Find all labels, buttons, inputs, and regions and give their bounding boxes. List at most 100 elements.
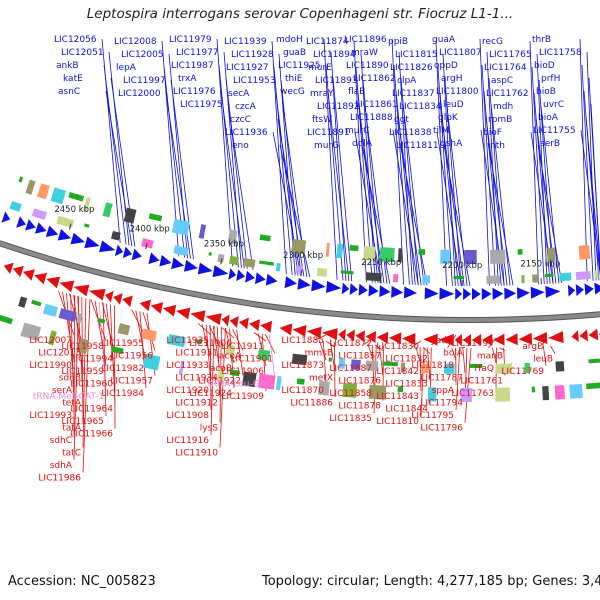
forward-gene-arrow bbox=[114, 244, 124, 257]
feature-block bbox=[316, 267, 328, 277]
reverse-label-line bbox=[542, 346, 547, 367]
forward-gene-arrow bbox=[358, 283, 368, 296]
reverse-gene-label: sppA bbox=[432, 386, 455, 396]
reverse-gene-label: LIC11796 bbox=[420, 424, 463, 434]
reverse-gene-arrow bbox=[12, 265, 24, 278]
feature-block bbox=[392, 273, 399, 283]
forward-gene-label: leuD bbox=[443, 100, 464, 110]
forward-gene-label: LIC11800 bbox=[436, 87, 479, 97]
reverse-label-line bbox=[139, 311, 147, 389]
reverse-gene-label: LIC11958 bbox=[61, 342, 104, 352]
forward-label-line bbox=[360, 53, 376, 283]
forward-label-line bbox=[330, 51, 347, 281]
reverse-gene-label: LIC11908 bbox=[166, 411, 209, 421]
reverse-gene-arrow bbox=[482, 333, 493, 346]
reverse-label-line bbox=[197, 322, 212, 336]
reverse-gene-arrow bbox=[376, 331, 389, 344]
reverse-label-line bbox=[492, 347, 497, 364]
forward-gene-label: LIC12008 bbox=[114, 37, 157, 47]
reverse-label-line bbox=[378, 345, 384, 376]
reverse-label-line bbox=[101, 302, 116, 354]
reverse-gene-label: leuB bbox=[533, 355, 553, 365]
feature-block bbox=[148, 213, 163, 222]
reverse-label-line bbox=[113, 305, 116, 429]
reverse-gene-label: LIC11916 bbox=[166, 436, 209, 446]
forward-gene-label: LIC11765 bbox=[489, 50, 532, 60]
feature-block bbox=[217, 253, 225, 263]
reverse-gene-arrow bbox=[73, 284, 90, 297]
forward-gene-arrow bbox=[584, 283, 594, 296]
feature-block bbox=[495, 363, 513, 374]
forward-gene-arrow bbox=[471, 287, 481, 300]
reverse-label-line bbox=[216, 326, 221, 398]
feature-block bbox=[275, 375, 282, 391]
forward-label-line bbox=[531, 66, 545, 285]
forward-label-line bbox=[580, 129, 600, 277]
forward-gene-arrow bbox=[311, 279, 326, 292]
reverse-gene-label: LIC11886 bbox=[290, 399, 333, 409]
forward-label-line bbox=[446, 105, 468, 287]
reverse-gene-arrow bbox=[176, 307, 191, 320]
forward-label-line bbox=[436, 131, 462, 287]
forward-gene-label: LIC11807 bbox=[439, 48, 482, 58]
forward-gene-arrow bbox=[516, 287, 530, 300]
reverse-label-line bbox=[201, 323, 212, 361]
forward-gene-label: bioD bbox=[534, 61, 555, 71]
reverse-gene-label: LIC11955 bbox=[101, 339, 144, 349]
feature-block bbox=[521, 274, 525, 284]
reverse-gene-arrow bbox=[190, 310, 206, 323]
forward-gene-arrow bbox=[212, 265, 229, 278]
reverse-gene-arrow bbox=[423, 333, 438, 346]
reverse-label-line bbox=[464, 347, 472, 423]
forward-label-line bbox=[490, 103, 511, 286]
forward-gene-arrow bbox=[575, 284, 584, 297]
reverse-gene-label: LIC11843 bbox=[376, 392, 419, 402]
reverse-label-line bbox=[73, 294, 84, 373]
reverse-gene-label: LIC11870 bbox=[281, 386, 324, 396]
forward-label-line bbox=[354, 131, 382, 284]
reverse-gene-arrow bbox=[505, 333, 518, 346]
forward-gene-label: oppD bbox=[434, 61, 458, 71]
reverse-gene-label: LIC12013 bbox=[38, 349, 81, 359]
reverse-label-line bbox=[219, 328, 226, 448]
kbp-tick-labels: 2450 kbp 2400 kbp 2350 kbp 2300 kbp 2250 kbp… bbox=[54, 205, 560, 286]
feature-block bbox=[123, 207, 137, 224]
forward-gene-label: LIC11834 bbox=[399, 102, 442, 112]
forward-gene-label: bioA bbox=[538, 113, 559, 123]
forward-gene-arrow bbox=[349, 283, 359, 296]
forward-label-line bbox=[487, 142, 514, 286]
forward-gene-arrow bbox=[45, 225, 59, 238]
reverse-gene-label: LIC11909 bbox=[221, 392, 264, 402]
reverse-label-line bbox=[229, 328, 235, 389]
feature-block bbox=[453, 275, 465, 280]
forward-gene-label: LIC11888 bbox=[350, 113, 393, 123]
reverse-gene-arrow bbox=[571, 330, 579, 343]
forward-gene-arrow bbox=[504, 287, 517, 300]
reverse-gene-label: yadG bbox=[430, 336, 454, 346]
feature-block bbox=[569, 383, 583, 399]
feature-block bbox=[142, 353, 161, 371]
forward-gene-label: ppiB bbox=[388, 37, 408, 47]
forward-gene-arrow bbox=[379, 285, 391, 298]
feature-block bbox=[427, 387, 437, 402]
reverse-gene-label: LIC11873 bbox=[281, 361, 324, 371]
reverse-gene-arrow bbox=[322, 328, 338, 341]
reverse-gene-label: LIC11797 bbox=[451, 339, 494, 349]
feature-block bbox=[379, 247, 395, 262]
reverse-gene-arrow bbox=[338, 328, 346, 341]
reverse-gene-arrow bbox=[46, 276, 61, 289]
forward-gene-label: recG bbox=[482, 37, 503, 47]
feature-block bbox=[578, 244, 591, 260]
forward-gene-label: LIC11977 bbox=[176, 48, 219, 58]
reverse-gene-label: LIC11872 bbox=[329, 339, 372, 349]
feature-block bbox=[296, 378, 305, 385]
feature-block bbox=[468, 363, 483, 368]
forward-label-line bbox=[540, 105, 560, 284]
feature-block bbox=[68, 192, 85, 202]
feature-block bbox=[594, 270, 599, 279]
forward-gene-label: mraY bbox=[310, 89, 334, 99]
forward-gene-arrow bbox=[236, 269, 246, 282]
feature-block bbox=[365, 272, 382, 282]
forward-gene-label: guaB bbox=[283, 48, 306, 58]
reverse-gene-label: LIC11900 bbox=[189, 339, 232, 349]
